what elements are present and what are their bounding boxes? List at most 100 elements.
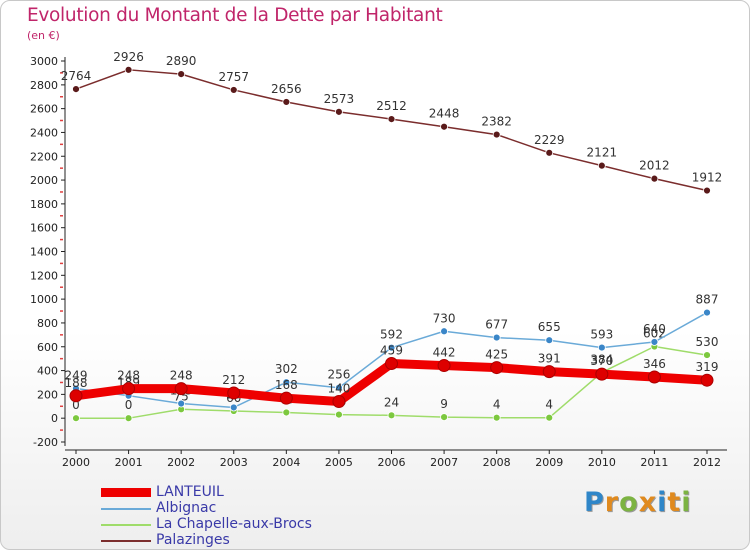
x-tick-label: 2003	[220, 456, 248, 469]
data-point-palazinges	[124, 65, 133, 74]
data-point-albignac	[282, 378, 291, 387]
y-tick-label: 2600	[30, 103, 58, 116]
data-label-la-chapelle-aux-brocs: 9	[440, 397, 448, 411]
data-point-lanteuil	[490, 361, 504, 375]
data-label-palazinges: 2764	[61, 69, 92, 83]
data-point-la-chapelle-aux-brocs	[124, 414, 133, 423]
data-label-palazinges: 2573	[324, 92, 355, 106]
data-label-lanteuil: 425	[485, 348, 508, 362]
data-label-palazinges: 2448	[429, 107, 460, 121]
data-point-lanteuil	[437, 359, 451, 373]
legend-label-lanteuil: LANTEUIL	[156, 484, 224, 500]
data-point-lanteuil	[647, 370, 661, 384]
logo-letter: o	[619, 487, 639, 518]
data-point-albignac	[703, 308, 711, 317]
y-tick-label: -200	[33, 436, 58, 449]
data-label-lanteuil: 248	[170, 369, 193, 383]
x-tick-label: 2012	[693, 456, 721, 469]
data-label-palazinges: 2656	[271, 82, 302, 96]
y-tick-label: 1600	[30, 222, 58, 235]
data-point-palazinges	[335, 107, 343, 116]
x-tick-label: 2010	[588, 456, 616, 469]
data-point-albignac	[177, 399, 186, 408]
x-tick-label: 2008	[483, 456, 511, 469]
logo-letter: r	[604, 487, 620, 518]
y-tick-label: 2000	[30, 174, 58, 187]
data-label-palazinges: 2382	[481, 115, 512, 129]
data-point-lanteuil	[332, 395, 346, 409]
logo-letter: i	[681, 487, 692, 518]
data-point-albignac	[545, 336, 554, 345]
y-tick-label: 1000	[30, 293, 58, 306]
data-point-albignac	[650, 338, 659, 346]
data-label-lanteuil: 248	[117, 369, 140, 383]
logo-letter: x	[638, 487, 658, 518]
data-label-palazinges: 2012	[639, 159, 670, 173]
chart-title: Evolution du Montant de la Dette par Hab…	[27, 5, 443, 26]
data-point-lanteuil	[385, 357, 398, 371]
data-label-palazinges: 2890	[166, 54, 197, 68]
data-point-albignac	[335, 383, 343, 392]
legend-swatch-lanteuil	[101, 488, 151, 497]
y-tick-label: 800	[37, 317, 58, 330]
data-label-albignac: 593	[590, 328, 613, 342]
data-point-lanteuil	[700, 373, 714, 387]
data-label-la-chapelle-aux-brocs: 602	[643, 327, 666, 341]
data-label-albignac: 592	[380, 328, 403, 342]
data-label-palazinges: 2757	[218, 70, 249, 84]
x-tick-label: 2000	[62, 456, 90, 469]
data-point-albignac	[492, 333, 501, 342]
data-label-albignac: 256	[327, 368, 350, 382]
data-point-la-chapelle-aux-brocs	[545, 413, 554, 422]
data-point-albignac	[387, 343, 396, 352]
data-label-palazinges: 2229	[534, 133, 565, 147]
y-tick-label: 1400	[30, 246, 58, 259]
data-label-lanteuil: 168	[275, 378, 298, 392]
data-point-lanteuil	[174, 382, 188, 396]
data-point-palazinges	[177, 70, 186, 78]
legend-swatch-la-chapelle-aux-brocs	[101, 524, 151, 526]
x-tick-label: 2005	[325, 456, 353, 469]
data-label-lanteuil: 459	[380, 344, 403, 358]
legend-swatch-palazinges	[101, 540, 151, 542]
data-label-la-chapelle-aux-brocs: 0	[72, 398, 80, 412]
series-line-palazinges	[75, 69, 708, 192]
y-tick-label: 2200	[30, 150, 58, 163]
proxiti-logo: Proxiti	[584, 487, 692, 518]
data-point-palazinges	[703, 186, 711, 195]
data-point-palazinges	[229, 86, 238, 94]
x-tick-label: 2011	[640, 456, 668, 469]
data-point-lanteuil	[595, 367, 609, 381]
x-tick-label: 2007	[430, 456, 458, 469]
data-point-palazinges	[597, 161, 606, 170]
data-label-lanteuil: 212	[222, 373, 245, 387]
y-tick-label: 1800	[30, 198, 58, 211]
data-point-la-chapelle-aux-brocs	[282, 408, 291, 417]
data-label-albignac: 655	[538, 320, 561, 334]
data-point-lanteuil	[279, 391, 293, 405]
y-tick-label: 2400	[30, 126, 58, 139]
data-point-la-chapelle-aux-brocs	[387, 411, 396, 420]
x-tick-label: 2002	[167, 456, 195, 469]
data-label-lanteuil: 188	[65, 376, 88, 390]
data-label-lanteuil: 346	[643, 357, 666, 371]
data-point-la-chapelle-aux-brocs	[72, 414, 80, 423]
data-label-la-chapelle-aux-brocs: 24	[384, 395, 399, 409]
data-point-lanteuil	[542, 365, 556, 379]
data-label-lanteuil: 442	[433, 346, 456, 360]
legend-swatch-albignac	[101, 508, 151, 510]
y-tick-label: 2800	[30, 79, 58, 92]
data-label-albignac: 887	[696, 293, 719, 307]
y-tick-label: 1200	[30, 269, 58, 282]
x-tick-label: 2001	[115, 456, 143, 469]
logo-letter: i	[657, 487, 668, 518]
data-label-palazinges: 2121	[587, 146, 618, 160]
data-label-lanteuil: 391	[538, 352, 561, 366]
data-point-palazinges	[440, 122, 448, 131]
data-label-lanteuil: 319	[696, 360, 719, 374]
data-point-palazinges	[387, 115, 396, 124]
data-label-albignac: 730	[433, 311, 456, 325]
x-tick-label: 2006	[378, 456, 406, 469]
